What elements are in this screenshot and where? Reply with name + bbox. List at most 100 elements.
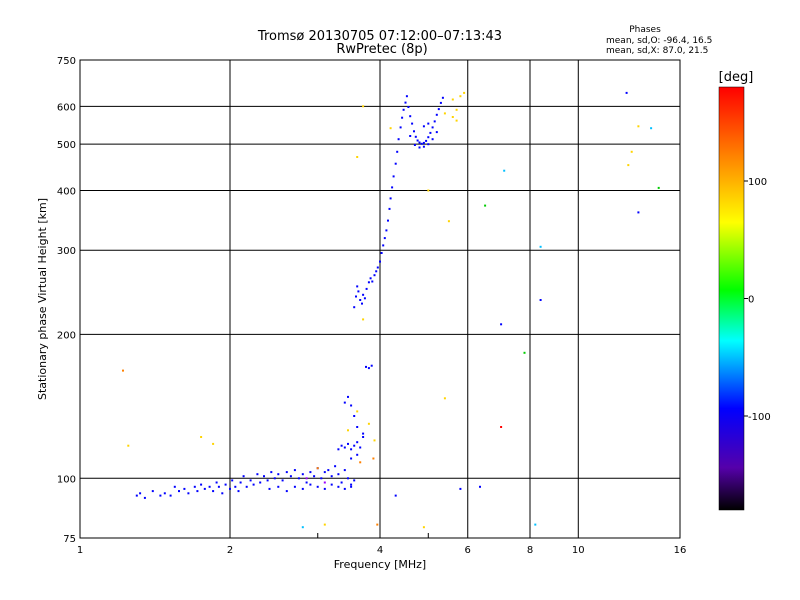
colorbar-tick-label: 100	[748, 177, 767, 188]
data-point	[627, 164, 630, 167]
data-point	[376, 266, 379, 269]
data-point	[363, 297, 366, 300]
data-point	[193, 485, 196, 488]
data-point	[387, 219, 389, 222]
data-point	[385, 229, 388, 232]
data-point	[259, 481, 262, 484]
data-point	[431, 126, 434, 129]
chart-subtitle: RwPretec (8p)	[336, 42, 427, 57]
y-tick-label: 75	[63, 534, 76, 545]
data-point	[425, 139, 428, 142]
data-point	[433, 120, 436, 123]
data-point	[359, 299, 362, 301]
data-point	[356, 285, 359, 288]
data-point	[422, 145, 425, 148]
data-point	[231, 479, 234, 482]
data-point	[416, 139, 419, 142]
data-point	[375, 270, 378, 273]
data-point	[435, 113, 438, 116]
grid	[80, 60, 680, 538]
data-point	[361, 302, 363, 305]
data-point	[630, 150, 633, 153]
colorbar-ticks: 100 0 -100	[744, 177, 771, 423]
data-point	[396, 150, 399, 153]
data-point	[418, 146, 421, 149]
data-point	[382, 244, 385, 247]
data-point	[256, 473, 259, 476]
data-point	[337, 473, 340, 476]
data-point	[245, 485, 248, 488]
y-tick-label: 200	[57, 330, 76, 341]
data-point	[657, 186, 660, 189]
x-tick-label: 2	[227, 545, 233, 556]
data-point	[404, 101, 407, 104]
data-point	[523, 351, 526, 354]
data-point	[305, 477, 308, 480]
data-point	[343, 401, 346, 404]
data-point	[217, 485, 220, 488]
data-point	[389, 197, 392, 200]
data-point	[340, 444, 343, 447]
data-point	[409, 115, 412, 118]
data-point	[389, 127, 392, 130]
data-point	[443, 397, 446, 400]
data-point	[301, 526, 304, 529]
data-point	[362, 432, 365, 435]
data-point	[427, 143, 430, 146]
data-point	[650, 127, 653, 130]
data-point	[122, 369, 124, 372]
data-point	[353, 479, 356, 482]
data-point	[252, 483, 255, 486]
data-point	[356, 453, 359, 456]
data-point	[208, 485, 211, 488]
data-point	[347, 395, 349, 398]
data-point	[392, 175, 395, 178]
data-point	[362, 318, 365, 321]
data-point	[350, 448, 353, 451]
data-point	[143, 496, 146, 499]
data-point	[301, 473, 304, 476]
data-point	[327, 469, 330, 472]
data-point	[625, 91, 628, 94]
data-point	[159, 494, 162, 497]
data-point	[270, 471, 273, 474]
data-point	[429, 131, 432, 134]
data-point	[455, 108, 458, 111]
data-point	[237, 490, 240, 493]
x-tick-labels: 1 2 4 6 8 10 16	[77, 545, 687, 556]
data-point	[281, 479, 284, 482]
data-point	[234, 485, 237, 488]
data-point	[451, 116, 454, 118]
data-point	[422, 526, 425, 529]
data-point	[263, 475, 265, 478]
data-point	[484, 204, 487, 207]
y-tick-label: 600	[57, 102, 76, 113]
data-point	[394, 162, 397, 165]
data-point	[316, 485, 319, 488]
data-point	[401, 116, 404, 119]
data-point	[437, 108, 440, 111]
data-point	[447, 220, 450, 223]
data-point	[239, 481, 242, 484]
data-point	[343, 487, 346, 490]
data-point	[187, 492, 190, 495]
data-point	[379, 260, 381, 263]
x-tick-label: 4	[377, 545, 383, 556]
data-point	[459, 95, 462, 98]
data-point	[443, 112, 446, 115]
data-point	[203, 487, 206, 490]
plot-frame	[79, 59, 681, 539]
data-point	[539, 299, 542, 301]
data-point	[224, 483, 227, 486]
data-point	[266, 479, 269, 482]
data-point	[320, 477, 323, 480]
data-point	[273, 477, 276, 480]
legend-line-o: mean, sd,O: -96.4, 16.5	[606, 36, 712, 46]
data-point	[330, 483, 333, 486]
data-point	[418, 141, 421, 144]
data-point	[334, 465, 337, 468]
data-point	[173, 485, 176, 488]
data-point	[388, 207, 391, 210]
data-point	[637, 125, 640, 128]
